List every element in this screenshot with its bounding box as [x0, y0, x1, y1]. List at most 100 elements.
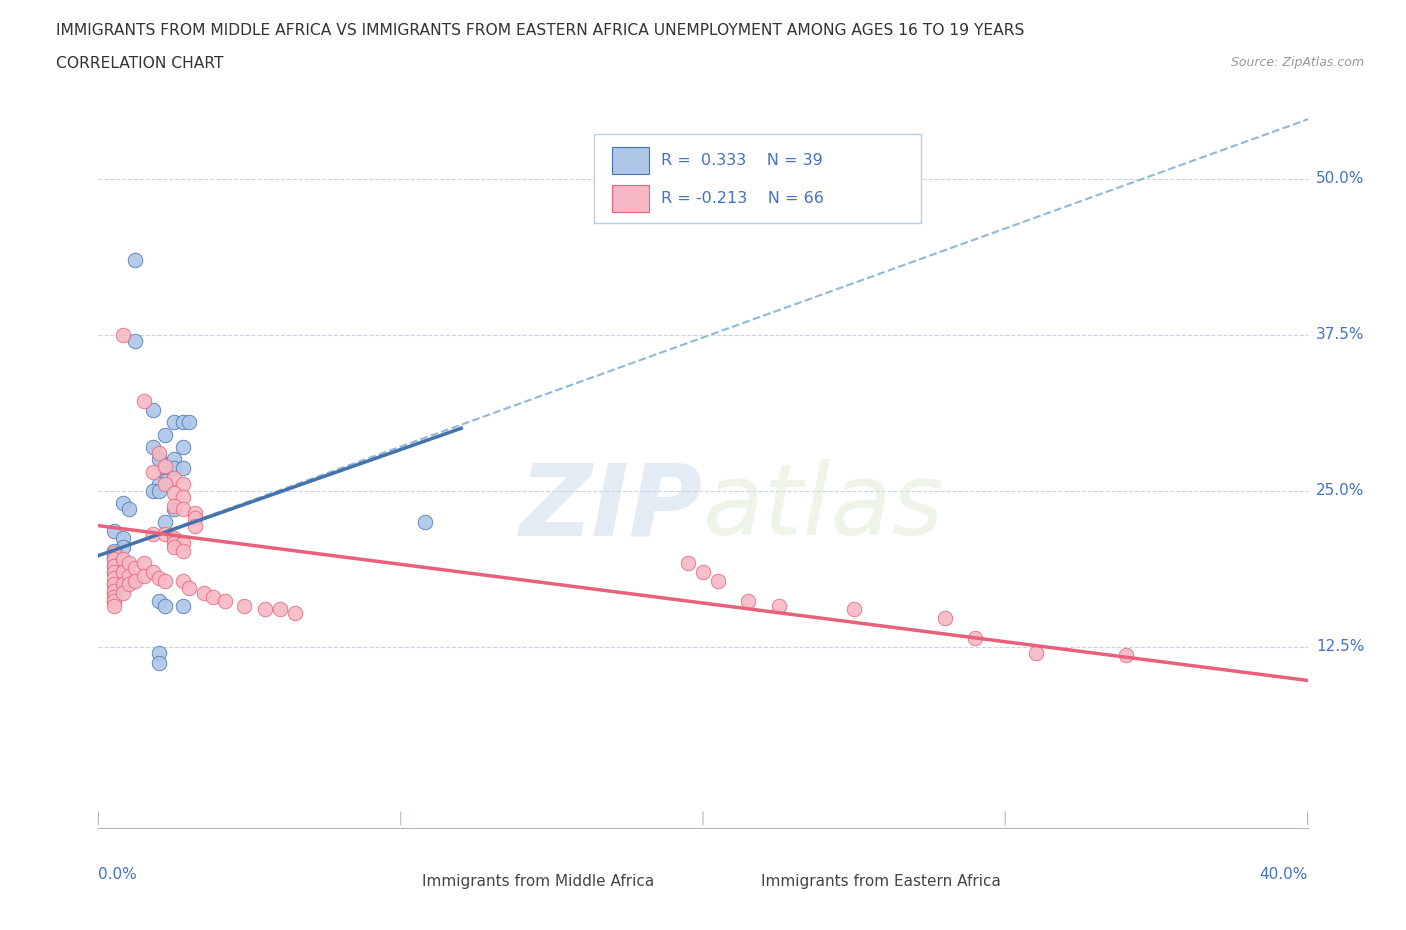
- Point: [965, 631, 987, 645]
- Point: [163, 471, 186, 485]
- Point: [148, 656, 170, 671]
- Point: [148, 445, 170, 460]
- Text: R = -0.213    N = 66: R = -0.213 N = 66: [661, 192, 824, 206]
- Text: Immigrants from Eastern Africa: Immigrants from Eastern Africa: [761, 873, 1001, 888]
- Point: [253, 602, 276, 617]
- Point: [184, 511, 207, 525]
- Point: [163, 460, 186, 475]
- Point: [103, 558, 125, 573]
- Point: [163, 531, 186, 546]
- Point: [103, 593, 125, 608]
- Point: [153, 477, 176, 492]
- Point: [103, 551, 125, 566]
- Bar: [727, 874, 754, 890]
- Point: [172, 573, 194, 588]
- Text: ZIP: ZIP: [520, 459, 703, 556]
- Point: [103, 565, 125, 579]
- Point: [214, 593, 236, 608]
- Point: [184, 518, 207, 533]
- Point: [172, 477, 194, 492]
- Text: 25.0%: 25.0%: [1316, 484, 1364, 498]
- Point: [163, 498, 186, 513]
- Point: [148, 484, 170, 498]
- Point: [111, 327, 134, 342]
- Point: [124, 573, 146, 588]
- Text: 37.5%: 37.5%: [1316, 327, 1364, 342]
- Point: [172, 489, 194, 504]
- Point: [124, 561, 146, 576]
- Point: [111, 551, 134, 566]
- Point: [103, 590, 125, 604]
- Point: [118, 502, 141, 517]
- Text: 12.5%: 12.5%: [1316, 639, 1364, 654]
- Point: [153, 427, 176, 442]
- Text: CORRELATION CHART: CORRELATION CHART: [56, 56, 224, 71]
- Point: [103, 583, 125, 598]
- Point: [142, 527, 165, 542]
- Point: [142, 440, 165, 455]
- Point: [153, 514, 176, 529]
- Point: [103, 577, 125, 591]
- Point: [142, 484, 165, 498]
- Point: [132, 393, 155, 408]
- Point: [737, 593, 759, 608]
- Point: [163, 485, 186, 500]
- Point: [172, 460, 194, 475]
- Point: [103, 546, 125, 561]
- Point: [232, 598, 254, 613]
- Point: [163, 502, 186, 517]
- Point: [111, 565, 134, 579]
- Text: R =  0.333    N = 39: R = 0.333 N = 39: [661, 153, 823, 167]
- Bar: [388, 874, 415, 890]
- Point: [103, 558, 125, 573]
- Point: [1115, 648, 1137, 663]
- Point: [132, 568, 155, 583]
- Point: [111, 586, 134, 601]
- Bar: [613, 185, 648, 212]
- Point: [111, 577, 134, 591]
- Point: [132, 555, 155, 570]
- Point: [163, 539, 186, 554]
- Point: [163, 415, 186, 430]
- Text: 40.0%: 40.0%: [1260, 867, 1308, 882]
- Point: [172, 543, 194, 558]
- Point: [148, 477, 170, 492]
- Point: [124, 334, 146, 349]
- FancyBboxPatch shape: [595, 134, 921, 223]
- Point: [153, 460, 176, 475]
- Point: [934, 611, 956, 626]
- Point: [707, 573, 730, 588]
- Point: [172, 598, 194, 613]
- Point: [179, 580, 201, 595]
- Point: [142, 402, 165, 417]
- Bar: [613, 147, 648, 174]
- Point: [676, 555, 699, 570]
- Point: [111, 531, 134, 546]
- Point: [163, 536, 186, 551]
- Point: [153, 573, 176, 588]
- Point: [284, 605, 307, 620]
- Point: [103, 593, 125, 608]
- Point: [103, 543, 125, 558]
- Point: [148, 571, 170, 586]
- Point: [692, 565, 714, 579]
- Text: IMMIGRANTS FROM MIDDLE AFRICA VS IMMIGRANTS FROM EASTERN AFRICA UNEMPLOYMENT AMO: IMMIGRANTS FROM MIDDLE AFRICA VS IMMIGRA…: [56, 23, 1025, 38]
- Text: 0.0%: 0.0%: [98, 867, 138, 882]
- Point: [163, 452, 186, 467]
- Point: [103, 586, 125, 601]
- Point: [153, 527, 176, 542]
- Point: [148, 452, 170, 467]
- Point: [269, 602, 291, 617]
- Point: [413, 514, 436, 529]
- Point: [103, 524, 125, 538]
- Point: [172, 536, 194, 551]
- Point: [103, 548, 125, 563]
- Point: [193, 586, 215, 601]
- Point: [118, 568, 141, 583]
- Point: [111, 539, 134, 554]
- Point: [179, 415, 201, 430]
- Point: [172, 502, 194, 517]
- Point: [202, 590, 225, 604]
- Point: [844, 602, 866, 617]
- Point: [118, 577, 141, 591]
